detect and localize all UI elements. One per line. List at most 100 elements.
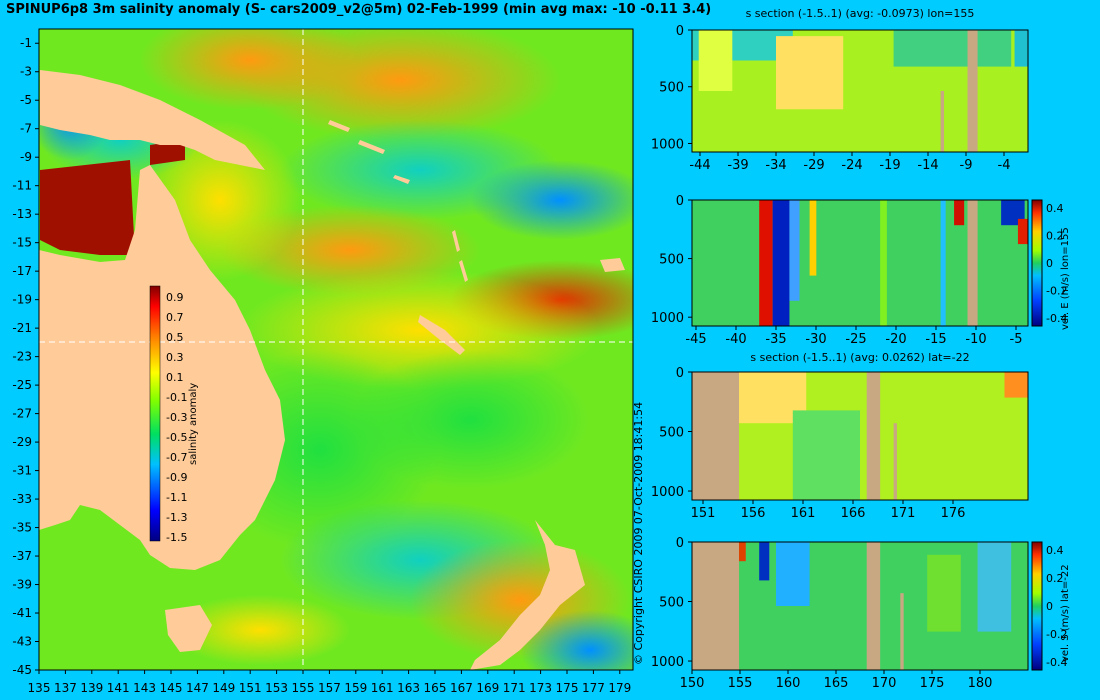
panel-frame (691, 371, 1029, 501)
panel2-cbar-label: vel. E (m/s) lon=155 (1060, 227, 1071, 330)
panel-band (776, 542, 810, 606)
panel-band (692, 542, 740, 670)
panel-x-tick-label: -20 (885, 332, 906, 347)
panel-x-tick-label: 151 (691, 506, 716, 521)
colorbar-label: salinity anomaly (188, 382, 199, 465)
panel-field (692, 542, 1028, 670)
map-x-tick-label: 153 (265, 681, 288, 695)
map-x-tick-label: 157 (318, 681, 341, 695)
new-caledonia-land (418, 315, 465, 355)
panel-x-tick-label: 171 (891, 506, 916, 521)
panel-x-tick-label: -4 (998, 158, 1011, 173)
panel-x-tick-label: -25 (845, 332, 866, 347)
panel-x-tick-label: -45 (685, 332, 706, 347)
panel-x-tick-label: -34 (765, 158, 786, 173)
panel-band (1014, 30, 1028, 67)
panel-y-tick-label: 500 (659, 81, 684, 96)
panel3-title: s section (-1.5..1) (avg: 0.0262) lat=-2… (750, 351, 970, 364)
panel-cbar-tick-label: -0.2 (1046, 628, 1067, 641)
new-zealand-land (470, 520, 585, 670)
panel-band (967, 200, 978, 326)
map-cbar-tick-label: -0.3 (166, 411, 187, 424)
s-section-lat-plot: 0 500 1000 151 156 161 166 171 176 (651, 366, 1029, 521)
panel-colorbar (1031, 541, 1043, 671)
panel-x-tick-label: 150 (680, 676, 705, 691)
panel-y-tick-label: 0 (676, 366, 684, 381)
panel-x-tick-label: -14 (917, 158, 938, 173)
map-y-tick-label: -31 (12, 464, 32, 478)
map-x-tick-label: 155 (292, 681, 315, 695)
map-x-tick-label: 135 (28, 681, 51, 695)
map-y-tick-label: -15 (12, 236, 32, 250)
map-y-tick-label: -13 (12, 207, 32, 221)
map-y-tick-label: -5 (20, 93, 32, 107)
panel-x-tick-label: -44 (689, 158, 710, 173)
map-x-tick-label: 163 (397, 681, 420, 695)
map-y-tick-label: -9 (20, 150, 32, 164)
panel1-title: s section (-1.5..1) (avg: -0.0973) lon=1… (745, 7, 975, 20)
panel-band (900, 593, 904, 670)
panel-band (977, 542, 1012, 632)
map-y-tick-label: -23 (12, 350, 32, 364)
map-cbar-tick-label: -0.7 (166, 451, 187, 464)
map-cbar-tick-label: 0.9 (166, 291, 184, 304)
panel-band (967, 30, 978, 152)
map-y-tick-label: -1 (20, 36, 32, 50)
map-y-tick-label: -43 (12, 635, 32, 649)
map-colorbar-ticks: 0.9 0.7 0.5 0.3 0.1 -0.1 -0.3 -0.5 -0.7 -0.9 -1.1 -… (166, 291, 187, 544)
map-y-tick-label: -39 (12, 578, 32, 592)
map-y-tick-label: -41 (12, 606, 32, 620)
map-y-tick-label: -17 (12, 264, 32, 278)
panel-y-tick-label: 1000 (651, 137, 684, 152)
figure-title: SPINUP6p8 3m salinity anomaly (S- cars20… (6, 2, 712, 17)
map-x-tick-label: 141 (107, 681, 130, 695)
map-x-tick-label: 161 (371, 681, 394, 695)
map-y-tick-label: -27 (12, 407, 32, 421)
panel-x-tick-label: 166 (841, 506, 866, 521)
map-x-tick-label: 179 (608, 681, 631, 695)
panel-x-tick-label: -9 (960, 158, 973, 173)
panel-cbar-tick-label: 0.4 (1046, 202, 1064, 215)
map-x-tick-label: 159 (344, 681, 367, 695)
velS-section-lat-plot: 0 500 1000 150 155 160 165 170 175 180 0.4 0.2 0 -0.2… (651, 536, 1068, 691)
panel-x-tick-label: 176 (941, 506, 966, 521)
salinity-map-plot: -1 -3 -5 -7 -9 -11 -13 -15 -17 -19 -21 -23 -25 -27 -29… (12, 28, 634, 695)
panel-x-tick-label: -5 (1010, 332, 1023, 347)
map-y-tick-label: -3 (20, 65, 32, 79)
panel4-cbar-label: vel. S (m/s) lat=-22 (1060, 564, 1071, 662)
map-y-tick-label: -25 (12, 378, 32, 392)
panel-band (1017, 218, 1028, 245)
panel-band (1004, 372, 1028, 398)
panel-cbar-tick-label: -0.4 (1046, 312, 1067, 325)
panel-band (940, 91, 944, 152)
map-y-tick-label: -33 (12, 492, 32, 506)
panel-x-tick-label: 161 (791, 506, 816, 521)
map-x-tick-label: 149 (212, 681, 235, 695)
panel-x-tick-label: 156 (741, 506, 766, 521)
panel-x-tick-label: -39 (727, 158, 748, 173)
map-colorbar (149, 285, 161, 542)
panel-band (776, 36, 844, 110)
map-y-tick-label: -19 (12, 293, 32, 307)
panel-frame (691, 199, 1029, 327)
panel-cbar-tick-label: 0 (1046, 600, 1053, 613)
panel-cbar-tick-label: -0.2 (1046, 285, 1067, 298)
map-y-tick-label: -45 (12, 663, 32, 677)
panel-cbar-tick-label: -0.4 (1046, 656, 1067, 669)
map-x-tick-label: 173 (529, 681, 552, 695)
panel-y-tick-label: 500 (659, 426, 684, 441)
panel-y-tick-label: 500 (659, 596, 684, 611)
panel-band (954, 200, 965, 226)
velE-section-lon-plot: 0 500 1000-45 -40 -35 -30 -25 -20 -15 -10 -5 0.4 0.2… (651, 194, 1068, 347)
panel-x-tick-label: -24 (841, 158, 862, 173)
panel-x-tick-label: 175 (920, 676, 945, 691)
panel-band (927, 554, 961, 632)
map-x-tick-label: 167 (450, 681, 473, 695)
panel-y-tick-label: 1000 (651, 485, 684, 500)
map-x-tick-label: 143 (133, 681, 156, 695)
panel-x-tick-label: 165 (824, 676, 849, 691)
panel-cbar-tick-label: 0 (1046, 257, 1053, 270)
panel-field (692, 372, 1028, 500)
s-section-lon-plot: 0 500 1000 -44 -39 -34 -29 -24 -19 -14 -9 -4 (651, 24, 1029, 173)
map-x-tick-label: 165 (424, 681, 447, 695)
